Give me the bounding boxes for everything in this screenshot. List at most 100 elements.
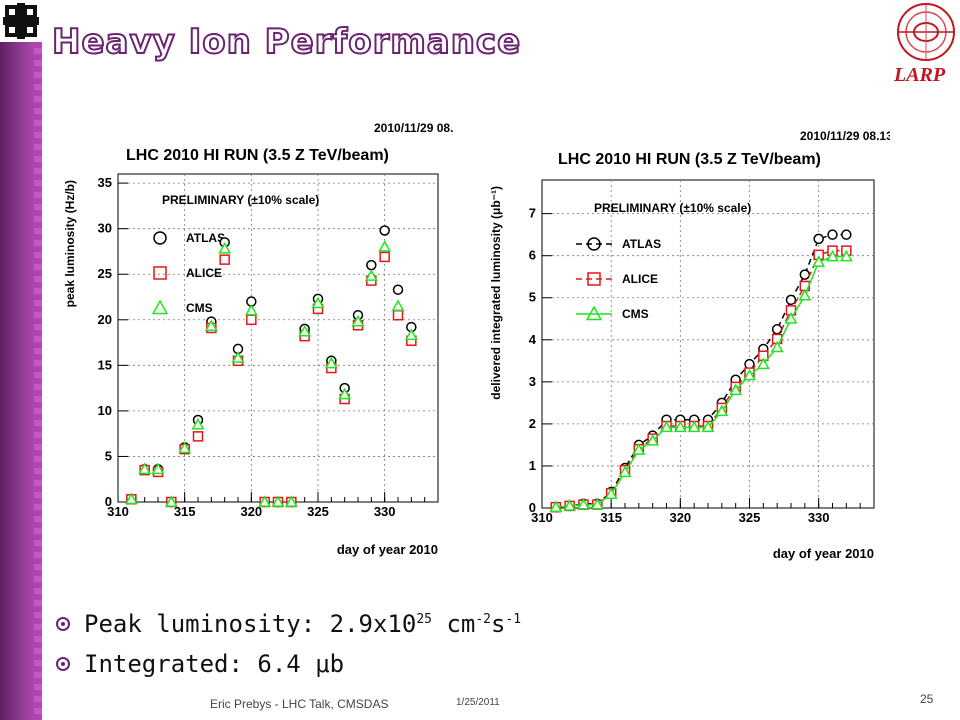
data-point [378,240,392,252]
data-point [827,229,838,240]
data-point [164,495,178,507]
chart-timestamp: 2010/11/29 08. [374,121,453,135]
x-tick-label: 320 [669,510,691,525]
legend-label: ATLAS [622,237,661,251]
x-axis-label: day of year 2010 [773,546,874,561]
data-point [587,237,601,251]
y-tick-label: 25 [98,266,112,281]
fermilab-logo [0,0,42,42]
x-axis-label: day of year 2010 [337,542,438,557]
y-tick-label: 0 [529,500,536,515]
data-point [841,229,852,240]
data-point [392,309,404,321]
data-point [729,383,743,396]
data-point [204,319,218,332]
x-tick-label: 330 [808,510,830,525]
data-point [192,431,204,442]
data-point [366,259,377,271]
data-point [587,272,601,286]
legend-label: CMS [186,301,213,315]
data-point [673,420,687,433]
legend-entry-atlas: ATLAS [153,231,225,245]
data-point [549,500,563,513]
data-point [632,443,646,455]
data-point [646,433,660,446]
bullet-text: Peak luminosity: 2.9x1025 cm-2s-1 [84,610,522,638]
data-point [391,299,405,312]
x-tick-label: 330 [374,504,396,519]
x-tick-label: 325 [307,504,329,519]
plot-frame [117,173,439,503]
legend-label: ALICE [622,272,658,286]
x-tick-label: 315 [174,504,196,519]
data-point [701,420,715,433]
y-tick-label: 5 [105,448,112,463]
data-point [298,324,312,337]
chart-title: LHC 2010 HI RUN (3.5 Z TeV/beam) [558,151,821,168]
data-point [715,404,729,417]
data-point [585,305,603,321]
chart-timestamp: 2010/11/29 08.13 [800,129,890,143]
data-point [178,441,192,454]
data-point [785,294,797,306]
legend-entry-atlas: ATLAS [576,237,661,251]
data-point [379,251,390,263]
series-line [555,255,847,508]
data-point [392,284,404,295]
y-tick-label: 4 [529,332,537,347]
chart-annotation: PRELIMINARY (±10% scale) [594,201,751,215]
data-point [379,225,390,236]
chart-annotation: PRELIMINARY (±10% scale) [162,193,319,207]
y-tick-label: 0 [105,494,112,509]
peak-luminosity-chart: 2010/11/29 08. LHC 2010 HI RUN (3.5 Z TeV… [63,121,453,557]
chart-title: LHC 2010 HI RUN (3.5 Z TeV/beam) [126,147,389,164]
legend-label: ALICE [186,266,222,280]
data-point [839,249,853,262]
y-tick-label: 6 [529,248,536,263]
x-tick-label: 310 [107,504,129,519]
data-point [813,233,824,245]
data-point [258,495,272,507]
data-point [826,249,839,262]
bullet-icon [56,657,70,671]
x-tick-label: 310 [531,510,553,525]
x-tick-label: 320 [240,504,262,519]
data-point [744,358,755,370]
data-point [124,492,138,505]
bullet-icon [56,617,70,631]
data-point [784,312,798,324]
data-point [191,417,205,430]
data-point [271,495,285,507]
data-point [756,357,770,370]
data-point [218,241,232,254]
data-point [153,231,167,245]
data-point [351,314,365,327]
bullet-text: Integrated: 6.4 μb [84,650,345,678]
y-tick-label: 3 [529,374,536,389]
data-point [284,495,298,507]
data-point [563,499,577,511]
plot-frame [541,179,875,509]
data-point [687,420,701,433]
data-point [151,299,169,315]
data-point [577,497,590,510]
larp-logo [884,0,960,90]
integrated-luminosity-chart: 2010/11/29 08.13 LHC 2010 HI RUN (3.5 Z T… [489,129,890,561]
bullet-list: Peak luminosity: 2.9x1025 cm-2s-1 Integr… [56,604,521,684]
data-point [364,269,378,281]
data-point [311,296,325,309]
series-line [555,233,847,508]
data-point [604,487,618,500]
data-point [799,269,811,280]
y-axis-label: peak luminosity (Hz/b) [63,180,77,307]
data-point [798,288,812,301]
y-tick-label: 7 [529,206,536,221]
data-point [244,303,258,316]
data-point [404,328,418,341]
data-point [138,462,152,475]
legend-label: ATLAS [186,231,225,245]
y-tick-label: 35 [98,175,112,190]
series-cms [549,249,853,513]
data-point [812,255,826,267]
y-tick-label: 2 [529,416,536,431]
